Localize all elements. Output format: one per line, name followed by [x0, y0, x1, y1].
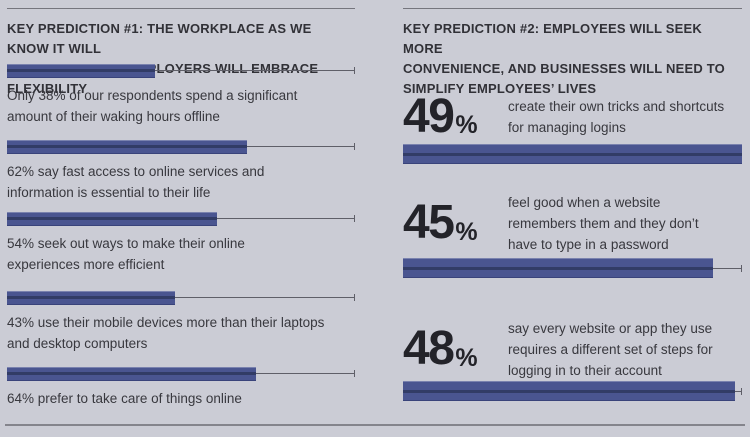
- panel-1-top-divider: [7, 8, 355, 9]
- bar-track: [403, 258, 742, 278]
- stat-caption: 43% use their mobile devices more than t…: [7, 315, 325, 351]
- bar-track: [7, 212, 355, 226]
- bar-track: [403, 144, 742, 165]
- stat-caption: Only 38% of our respondents spend a sign…: [7, 88, 298, 124]
- axis-end-tick: [354, 294, 355, 301]
- stat-group-64: 64% prefer to take care of things online: [7, 367, 355, 409]
- bar-43-percent: [7, 291, 176, 305]
- page-bottom-divider: [5, 424, 745, 426]
- percent-sign: %: [455, 217, 478, 246]
- stat-group-62: 62% say fast access to online services a…: [7, 140, 355, 203]
- stat-row: 49 % create their own tricks and shortcu…: [403, 90, 742, 143]
- big-stat-value: 48 %: [403, 322, 508, 376]
- stat-row: 45 % feel good when a website remembers …: [403, 192, 742, 255]
- stat-caption: 64% prefer to take care of things online: [7, 391, 242, 406]
- bar-track: [7, 367, 355, 381]
- stat-group-43: 43% use their mobile devices more than t…: [7, 291, 355, 354]
- stat-row: 48 % say every website or app they use r…: [403, 318, 742, 381]
- stat-block-48: 48 % say every website or app they use r…: [403, 318, 742, 401]
- big-stat-value: 45 %: [403, 196, 508, 250]
- stat-block-45: 45 % feel good when a website remembers …: [403, 192, 742, 278]
- axis-end-tick: [354, 67, 355, 74]
- stat-group-54: 54% seek out ways to make their online e…: [7, 212, 355, 275]
- stat-description: say every website or app they use requir…: [508, 321, 713, 378]
- bar-track: [7, 291, 355, 305]
- axis-line: [7, 70, 355, 71]
- stat-number: 49: [403, 90, 455, 143]
- stat-block-49: 49 % create their own tricks and shortcu…: [403, 90, 742, 165]
- axis-end-tick: [741, 388, 742, 395]
- axis-end-tick: [354, 143, 355, 150]
- stat-group-38: Only 38% of our respondents spend a sign…: [7, 64, 355, 127]
- stat-number: 48: [403, 322, 455, 376]
- bar-64-percent: [7, 367, 257, 381]
- big-stat-value: 49 %: [403, 90, 508, 143]
- stat-caption: 62% say fast access to online services a…: [7, 164, 265, 200]
- bar-45-percent: [403, 258, 713, 278]
- bar-49-percent: [403, 144, 742, 165]
- axis-end-tick: [741, 265, 742, 272]
- stat-number: 45: [403, 196, 455, 250]
- stat-description: feel good when a website remembers them …: [508, 195, 699, 252]
- bar-38-percent: [7, 64, 155, 78]
- panel-2-top-divider: [403, 8, 742, 9]
- bar-track: [7, 64, 355, 78]
- axis-line: [7, 297, 355, 298]
- stat-caption: 54% seek out ways to make their online e…: [7, 236, 245, 272]
- percent-sign: %: [455, 111, 478, 140]
- percent-sign: %: [455, 343, 478, 372]
- bar-48-percent: [403, 381, 735, 401]
- bar-track: [403, 381, 742, 401]
- axis-end-tick: [354, 370, 355, 377]
- axis-end-tick: [354, 215, 355, 222]
- bar-62-percent: [7, 140, 248, 154]
- stat-description: create their own tricks and shortcuts fo…: [508, 99, 725, 136]
- panel-2-title: KEY PREDICTION #2: EMPLOYEES WILL SEEK M…: [403, 21, 725, 96]
- bar-54-percent: [7, 212, 217, 226]
- bar-track: [7, 140, 355, 154]
